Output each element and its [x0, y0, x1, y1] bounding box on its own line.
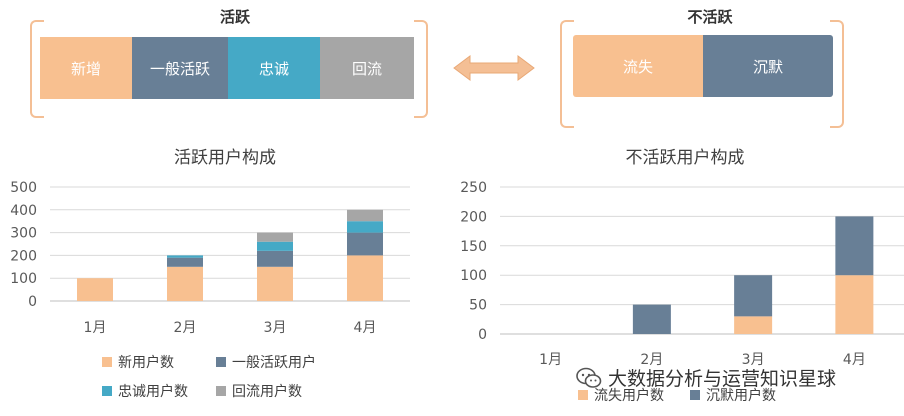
bar-segment [257, 266, 293, 301]
legend-item-returning-users: 回流用户数 [216, 381, 302, 401]
active-bracket-left [30, 20, 44, 118]
x-tick-label: 1月 [84, 320, 107, 336]
legend-item-loyal-users: 忠诚用户数 [102, 381, 188, 401]
y-tick-label: 200 [10, 248, 37, 264]
bar-segment [347, 255, 383, 301]
legend-swatch [102, 386, 112, 396]
inactive-bracket-right [830, 20, 844, 128]
legend-swatch [578, 390, 588, 400]
bar-segment [167, 266, 203, 301]
bar-segment [835, 275, 874, 334]
inactive-chart-title: 不活跃用户构成 [625, 148, 745, 168]
legend-swatch [216, 357, 226, 367]
bar-segment [257, 250, 293, 267]
x-tick-label: 2月 [640, 352, 663, 368]
legend-item-silent-users: 沉默用户数 [690, 385, 776, 405]
bar-segment [257, 241, 293, 251]
x-tick-label: 3月 [742, 352, 765, 368]
legend-item-churned-users: 流失用户数 [578, 385, 664, 405]
segment-churned: 流失 [573, 35, 703, 97]
y-tick-label: 250 [460, 180, 487, 196]
bar-segment [347, 221, 383, 233]
legend-swatch [102, 357, 112, 367]
y-tick-label: 200 [460, 209, 487, 225]
legend-swatch [216, 386, 226, 396]
y-tick-label: 50 [469, 298, 487, 314]
y-tick-label: 100 [460, 268, 487, 284]
bar-segment [734, 275, 773, 317]
segment-silent: 沉默 [703, 35, 833, 97]
segment-loyal: 忠诚 [228, 37, 320, 99]
bar-segment [77, 278, 113, 301]
bar-segment [257, 232, 293, 242]
legend-swatch [690, 390, 700, 400]
active-group-title: 活跃 [219, 8, 250, 26]
y-tick-label: 500 [10, 180, 37, 196]
y-tick-label: 100 [10, 271, 37, 287]
y-tick-label: 0 [28, 294, 37, 310]
x-tick-label: 3月 [264, 320, 287, 336]
bar-segment [347, 232, 383, 256]
bar-segment [835, 216, 874, 276]
wechat-icon [576, 367, 602, 388]
x-tick-label: 4月 [843, 352, 866, 368]
x-tick-label: 4月 [354, 320, 377, 336]
y-tick-label: 150 [460, 239, 487, 255]
bar-segment [347, 209, 383, 222]
watermark: 大数据分析与运营知识星球 [576, 364, 836, 391]
inactive-group-title: 不活跃 [687, 8, 733, 26]
active-bracket-right [414, 20, 428, 118]
segment-returning: 回流 [320, 37, 414, 99]
active-chart-title: 活跃用户构成 [174, 148, 276, 168]
watermark-text: 大数据分析与运营知识星球 [608, 368, 837, 390]
bar-segment [734, 316, 773, 334]
x-tick-label: 1月 [539, 352, 562, 368]
bar-segment [167, 257, 203, 267]
active-users-chart: 0 100 200 300 400 500 1月 2月 3月 4月 [10, 180, 410, 336]
segment-general-active: 一般活跃 [132, 37, 228, 99]
segment-new: 新增 [40, 37, 132, 99]
y-tick-label: 0 [478, 327, 487, 343]
legend-item-general-active: 一般活跃用户 [216, 352, 316, 372]
bar-segment [167, 255, 203, 258]
y-tick-label: 300 [10, 226, 37, 242]
double-arrow-icon [453, 55, 535, 81]
legend-item-new-users: 新用户数 [102, 352, 174, 372]
bar-segment [632, 304, 671, 334]
inactive-bracket-left [560, 20, 574, 128]
x-tick-label: 2月 [174, 320, 197, 336]
y-tick-label: 400 [10, 203, 37, 219]
inactive-users-chart: 0 50 100 150 200 250 1月 2月 3月 4月 [460, 180, 904, 368]
